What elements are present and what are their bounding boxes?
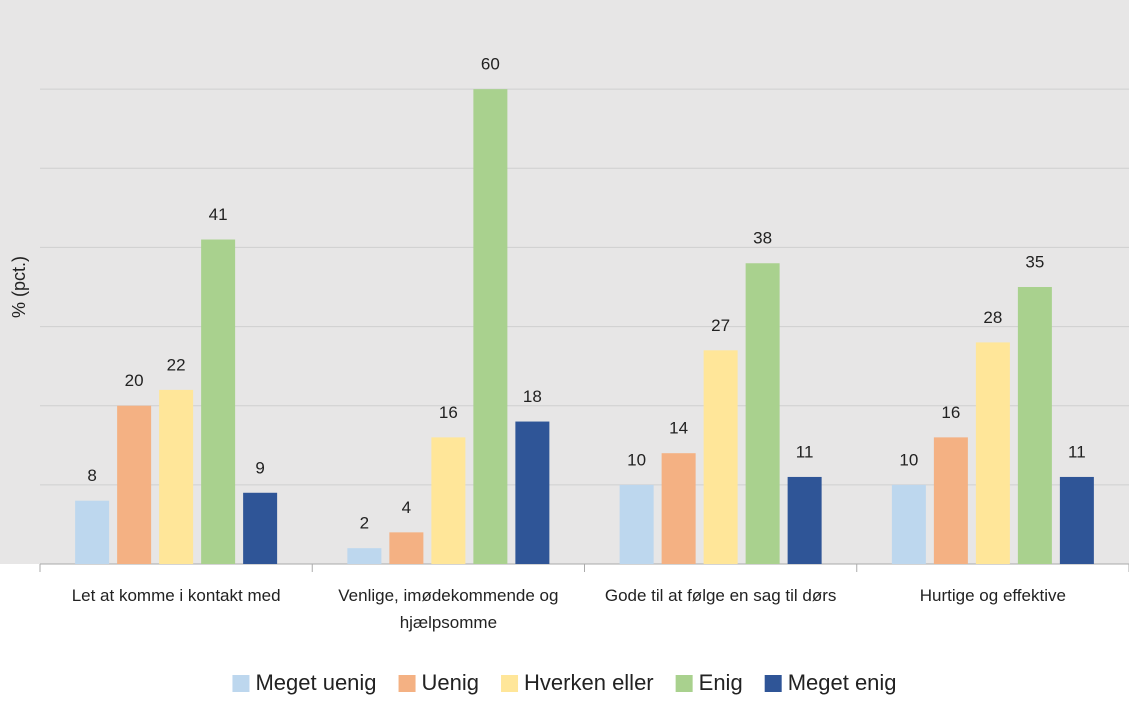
bar <box>1059 476 1094 564</box>
bar <box>473 89 508 565</box>
data-label: 60 <box>481 55 500 74</box>
bar <box>933 437 968 564</box>
data-label: 11 <box>1068 442 1086 461</box>
bar <box>891 484 926 564</box>
data-label: 35 <box>1025 252 1044 271</box>
bar <box>661 453 696 564</box>
legend-swatch <box>764 675 782 692</box>
bar <box>619 484 654 564</box>
bar <box>75 500 110 564</box>
data-label: 16 <box>439 403 458 422</box>
bar <box>389 532 424 564</box>
bar <box>201 239 236 564</box>
data-label: 18 <box>523 387 542 406</box>
data-label: 20 <box>125 371 144 390</box>
legend-swatch <box>398 675 416 692</box>
bar <box>975 342 1010 564</box>
bar <box>117 405 152 564</box>
data-label: 10 <box>899 450 918 469</box>
data-label: 22 <box>167 355 186 374</box>
bar <box>159 389 194 564</box>
bar <box>347 548 382 564</box>
data-label: 28 <box>983 308 1002 327</box>
legend-swatch <box>232 675 250 692</box>
data-label: 9 <box>255 458 264 477</box>
data-label: 8 <box>87 466 96 485</box>
data-label: 27 <box>711 316 730 335</box>
x-tick-label: Hurtige og effektive <box>919 586 1066 605</box>
legend: Meget uenig Uenig Hverken eller Enig Meget e… <box>232 670 897 695</box>
data-label: 16 <box>941 403 960 422</box>
x-tick-label: Venlige, imødekommende og hjælpsomme <box>338 586 559 632</box>
bar <box>745 263 780 564</box>
x-tick-label: Let at komme i kontakt med <box>71 586 281 605</box>
x-tick-label: Gode til at følge en sag til dørs <box>604 586 837 605</box>
legend-label: Uenig <box>422 670 479 695</box>
x-tick-label-box: Gode til at følge en sag til dørs <box>604 586 837 605</box>
legend-label: Meget enig <box>788 670 897 695</box>
data-label: 11 <box>796 442 814 461</box>
legend-label: Meget uenig <box>255 670 376 695</box>
data-label: 10 <box>627 450 646 469</box>
data-label: 14 <box>669 419 688 438</box>
bar <box>787 476 822 564</box>
x-tick-label-box: Venlige, imødekommende og hjælpsomme <box>338 586 559 632</box>
legend-label: Enig <box>699 670 743 695</box>
data-label: 38 <box>753 229 772 248</box>
legend-swatch <box>501 675 519 692</box>
bar <box>431 437 466 564</box>
y-axis-label: % (pct.) <box>9 256 29 318</box>
legend-label: Hverken eller <box>524 670 654 695</box>
x-tick-label-box: Hurtige og effektive <box>919 586 1066 605</box>
data-label: 2 <box>360 514 369 533</box>
x-tick-label-box: Let at komme i kontakt med <box>71 586 281 605</box>
bar <box>515 421 550 564</box>
legend-swatch <box>675 675 693 692</box>
bar <box>703 350 738 564</box>
bar <box>243 492 278 564</box>
bar <box>1017 287 1052 564</box>
data-label: 4 <box>402 498 411 517</box>
data-label: 41 <box>209 205 228 224</box>
